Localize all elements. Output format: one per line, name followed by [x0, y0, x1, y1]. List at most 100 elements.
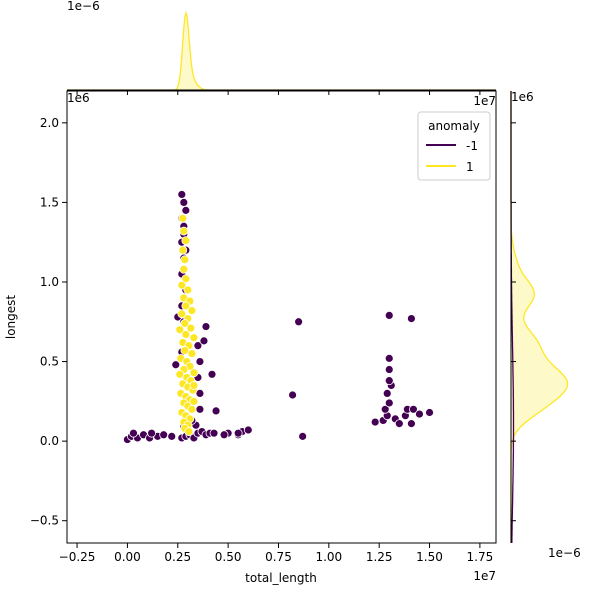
x-offset-text: 1e7	[473, 569, 496, 583]
main-plot-frame	[66, 90, 497, 544]
scatter-point-plus1	[189, 381, 199, 390]
x-tick-label: 1.75	[467, 550, 494, 564]
scatter-point-plus1	[187, 349, 197, 359]
scatter-point-minus1	[382, 388, 392, 398]
scatter-point-minus1	[415, 409, 424, 419]
scatter-point-plus1	[184, 427, 194, 436]
top-marginal-density-yellow	[67, 13, 496, 90]
scatter-point-minus1	[207, 369, 217, 379]
x-tick-label: 1.50	[416, 550, 443, 564]
y-tick-label: 1.5	[40, 195, 59, 209]
right-marginal-density-yellow	[511, 91, 568, 543]
scatter-point-plus1	[179, 264, 189, 274]
scatter-point-plus1	[189, 396, 199, 406]
x-axis-label: total_length	[245, 571, 317, 585]
scatter-point-minus1	[294, 317, 304, 327]
scatter-point-minus1	[129, 428, 138, 438]
scatter-point-plus1	[187, 404, 197, 414]
x-tick-label: −0.25	[59, 550, 96, 564]
scatter-point-plus1	[175, 325, 185, 335]
scatter-point-minus1	[407, 314, 416, 323]
y-tick-label: 0.0	[40, 434, 59, 448]
right-marginal-offset-top: 1e6	[511, 90, 534, 104]
scatter-point-plus1	[181, 330, 191, 339]
scatter-point-plus1	[181, 301, 191, 311]
scatter-point-plus1	[189, 368, 199, 378]
scatter-point-plus1	[189, 333, 199, 343]
scatter-point-minus1	[181, 205, 191, 215]
x-ticks: −0.25 0.00 0.25 0.50 0.75 1.00 1.25 1.50 1.75	[59, 90, 494, 564]
x-tick-label: 0.25	[164, 550, 191, 564]
y-axis-label: longest	[4, 295, 18, 340]
scatter-point-minus1	[425, 408, 434, 417]
scatter-point-minus1	[384, 353, 394, 363]
scatter-point-plus1	[177, 280, 187, 290]
scatter-point-plus1	[180, 346, 190, 355]
scatter-point-minus1	[171, 360, 181, 370]
scatter-point-minus1	[380, 404, 390, 414]
scatter-point-minus1	[179, 198, 189, 207]
scatter-point-minus1	[384, 376, 394, 386]
x-offset-text-top: 1e7	[473, 94, 496, 108]
y-ticks: −0.5 0.0 0.5 1.0 1.5 2.0	[30, 116, 516, 528]
y-offset-text: 1e6	[67, 91, 90, 105]
legend-label-1: 1	[466, 160, 474, 174]
y-tick-label: 0.5	[40, 355, 59, 369]
scatter-point-plus1	[180, 255, 190, 265]
x-tick-label: 1.00	[315, 550, 342, 564]
y-tick-label: −0.5	[30, 514, 59, 528]
x-tick-label: 0.00	[114, 550, 141, 564]
scatter-point-minus1	[209, 428, 219, 438]
top-marginal-offset: 1e−6	[67, 0, 100, 13]
scatter-point-plus1	[186, 323, 196, 333]
scatter-point-minus1	[288, 390, 297, 400]
legend: anomaly -1 1	[417, 111, 491, 181]
scatter-point-minus1	[199, 336, 209, 346]
legend-title: anomaly	[428, 119, 480, 133]
scatter-point-plus1	[180, 318, 190, 328]
scatter-point-minus1	[298, 431, 308, 441]
scatter-point-minus1	[159, 430, 169, 440]
scatter-point-plus1	[187, 306, 197, 316]
scatter-point-minus1	[195, 404, 205, 414]
legend-label-minus1: -1	[466, 139, 478, 153]
scatter-point-minus1	[201, 322, 211, 331]
right-marginal-offset-bottom: 1e−6	[548, 546, 581, 560]
top-marginal: 1e−6	[67, 0, 496, 91]
scatter-point-minus1	[409, 404, 418, 414]
scatter-point-minus1	[195, 388, 205, 398]
top-marginal-density-yellow-line	[67, 10, 496, 91]
scatter-point-minus1	[219, 430, 229, 440]
main-axes: −0.25 0.00 0.25 0.50 0.75 1.00 1.25 1.50 1.75 −0…	[4, 90, 516, 585]
scatter-point-minus1	[195, 357, 205, 366]
scatter-point-minus1	[167, 431, 177, 441]
scatter-point-plus1	[178, 213, 188, 223]
scatter-point-minus1	[211, 406, 221, 416]
scatter-point-plus1	[177, 309, 187, 319]
scatter-point-minus1	[147, 428, 156, 438]
scatter-point-plus1	[181, 274, 191, 284]
y-tick-label: 2.0	[40, 116, 59, 130]
scatter-point-minus1	[407, 419, 416, 429]
scatter-point-minus1	[177, 190, 187, 199]
x-tick-label: 1.25	[366, 550, 393, 564]
y-tick-label: 1.0	[40, 275, 59, 289]
scatter-point-minus1	[384, 398, 394, 408]
right-marginal: 1e6 1e−6	[510, 90, 581, 560]
scatter-point-plus1	[183, 285, 193, 295]
x-tick-label: 0.50	[215, 550, 242, 564]
scatter-point-minus1	[243, 425, 253, 435]
scatter-point-minus1	[193, 341, 203, 351]
scatter-point-plus1	[181, 236, 191, 246]
scatter-point-minus1	[394, 419, 404, 429]
scatter-point-minus1	[233, 428, 243, 438]
scatter-points	[123, 190, 434, 444]
scatter-point-plus1	[179, 226, 189, 236]
scatter-point-minus1	[384, 311, 394, 320]
x-tick-label: 0.75	[265, 550, 292, 564]
scatter-point-minus1	[384, 365, 394, 374]
scatter-point-plus1	[178, 245, 188, 255]
scatter-point-minus1	[370, 417, 380, 427]
